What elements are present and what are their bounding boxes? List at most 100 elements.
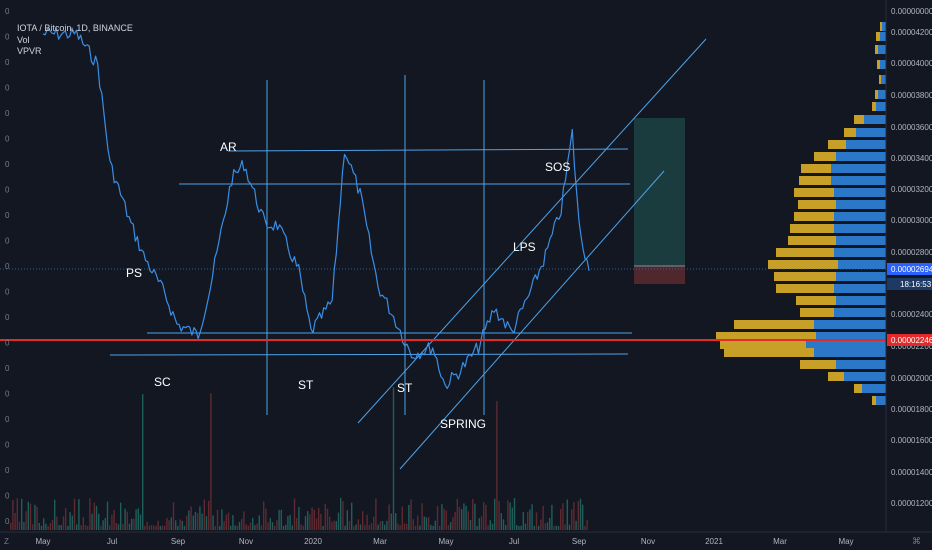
vp-bar-up <box>838 260 886 269</box>
volume-bar <box>518 526 520 530</box>
volume-bar <box>392 387 395 530</box>
volume-bar <box>498 501 500 530</box>
vp-bar-up <box>834 308 886 317</box>
volume-bar <box>419 525 421 530</box>
volume-bar <box>496 401 498 530</box>
volume-bar <box>89 498 91 530</box>
volume-bar <box>179 519 181 530</box>
volume-bar <box>344 525 346 530</box>
vpvr-indicator-label[interactable]: VPVR <box>17 46 42 56</box>
price-tick: 0.00003600 <box>891 123 932 132</box>
left-tick: 0 <box>5 160 10 169</box>
volume-bar <box>577 500 579 530</box>
price-tick: 0.00003200 <box>891 185 932 194</box>
volume-bar <box>199 506 201 530</box>
vp-bar-up <box>834 212 886 221</box>
target-zone[interactable] <box>634 118 685 266</box>
settings-corner-icon[interactable]: ⌘ <box>912 536 921 546</box>
volume-bar <box>49 523 51 530</box>
stop-zone[interactable] <box>634 266 685 284</box>
volume-bar <box>164 525 166 530</box>
volume-bar <box>333 520 335 530</box>
volume-bar <box>397 523 399 530</box>
volume-bar <box>67 525 69 530</box>
volume-bar <box>476 526 478 530</box>
vp-bar-down <box>774 272 836 281</box>
vp-bar-down <box>828 140 846 149</box>
volume-indicator-label[interactable]: Vol <box>17 34 30 45</box>
volume-bar <box>494 498 496 530</box>
volume-bar <box>461 509 463 530</box>
volume-bar <box>18 521 21 530</box>
vp-bar-down <box>844 128 856 137</box>
volume-bar <box>456 498 458 530</box>
volume-bar <box>170 517 172 530</box>
vp-bar-down <box>879 75 881 84</box>
left-tick: 0 <box>5 339 10 348</box>
volume-bar <box>406 523 408 530</box>
volume-bar <box>555 525 557 530</box>
volume-bar <box>436 506 439 530</box>
wyckoff-labels: PS SC AR ST ST SPRING LPS SOS <box>126 140 570 431</box>
volume-bars <box>10 387 588 530</box>
volume-bar <box>447 525 450 530</box>
left-tick: 0 <box>5 441 10 450</box>
volume-bar <box>373 516 375 530</box>
time-axis-bg[interactable] <box>0 532 932 550</box>
volume-bar <box>282 526 285 530</box>
symbol-title[interactable]: IOTA / Bitcoin, 1D, BINANCE <box>17 23 133 33</box>
range-resistance-line[interactable] <box>227 148 629 152</box>
volume-bar <box>399 525 401 530</box>
vp-bar-up <box>844 372 886 381</box>
volume-bar <box>76 524 78 530</box>
volume-bar <box>280 510 282 530</box>
vp-bar-up <box>880 32 886 41</box>
vp-bar-down <box>798 200 836 209</box>
volume-bar <box>208 500 210 530</box>
price-line[interactable] <box>42 27 590 390</box>
volume-bar <box>221 509 223 530</box>
vp-bar-down <box>796 296 836 305</box>
price-tick: 0.00004000 <box>891 59 932 68</box>
current-price-value: 0.00002694 <box>891 265 932 274</box>
vp-bar-up <box>831 164 886 173</box>
volume-bar <box>256 523 258 530</box>
volume-bar <box>148 525 150 530</box>
price-tick: 0.00002800 <box>891 248 932 257</box>
countdown-value: 18:16:53 <box>900 280 932 289</box>
time-tick: May <box>838 537 853 546</box>
vp-bar-up <box>834 188 886 197</box>
volume-bar <box>254 525 256 530</box>
volume-bar <box>342 501 344 530</box>
volume-bar <box>100 525 102 530</box>
volume-bar <box>113 510 115 530</box>
volume-bar <box>522 511 524 530</box>
left-tick: 0 <box>5 262 10 271</box>
volume-bar <box>43 518 45 530</box>
time-tick: Nov <box>641 537 655 546</box>
vp-bar-up <box>856 128 886 137</box>
volume-bar <box>291 525 293 530</box>
volume-bar <box>194 511 197 530</box>
volume-bar <box>82 517 84 530</box>
volume-bar <box>579 498 582 530</box>
range-low-line[interactable] <box>109 353 629 356</box>
volume-bar <box>40 525 43 530</box>
volume-bar <box>131 518 133 530</box>
vp-bar-up <box>836 200 886 209</box>
volume-bar <box>337 512 340 530</box>
price-tick: 0.00002400 <box>891 310 932 319</box>
volume-bar <box>311 507 313 530</box>
vp-bar-down <box>876 32 880 41</box>
volume-bar <box>441 504 443 530</box>
channel-lower-line[interactable] <box>399 170 665 470</box>
zoom-corner-icon[interactable]: Z <box>4 537 9 546</box>
volume-bar <box>225 514 227 530</box>
time-tick: Jul <box>107 537 117 546</box>
volume-bar <box>375 498 377 530</box>
volume-bar <box>359 524 362 530</box>
volume-bar <box>285 524 287 530</box>
volume-bar <box>260 525 263 530</box>
volume-bar <box>412 519 414 530</box>
